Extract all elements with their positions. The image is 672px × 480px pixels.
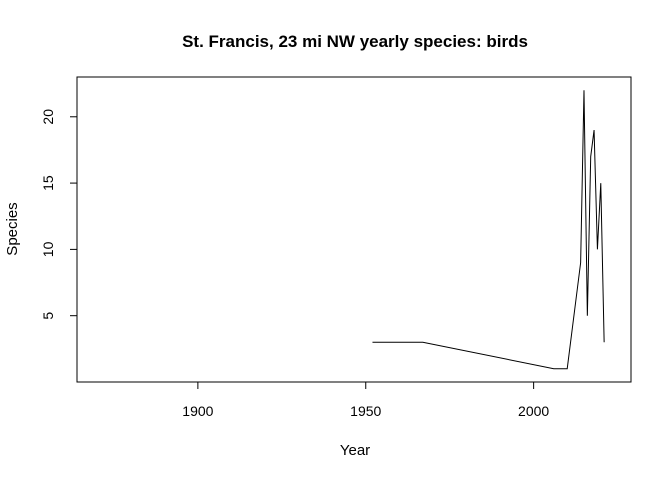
x-tick-label: 2000 bbox=[518, 403, 549, 419]
series-layer bbox=[372, 90, 605, 370]
y-tick-label: 5 bbox=[40, 312, 56, 320]
plot-frame bbox=[76, 76, 632, 383]
y-tick-label: 10 bbox=[40, 241, 56, 257]
chart-title: St. Francis, 23 mi NW yearly species: bi… bbox=[182, 32, 528, 51]
x-axis: 1900 1950 2000 bbox=[182, 382, 549, 419]
x-tick-label: 1900 bbox=[182, 403, 213, 419]
x-tick-label: 1950 bbox=[350, 403, 381, 419]
series-line bbox=[372, 90, 605, 370]
x-axis-label: Year bbox=[340, 442, 370, 459]
y-axis: 5 10 15 20 bbox=[40, 109, 77, 320]
y-axis-label: Species bbox=[4, 202, 21, 255]
y-tick-label: 15 bbox=[40, 175, 56, 191]
y-tick-label: 20 bbox=[40, 109, 56, 125]
